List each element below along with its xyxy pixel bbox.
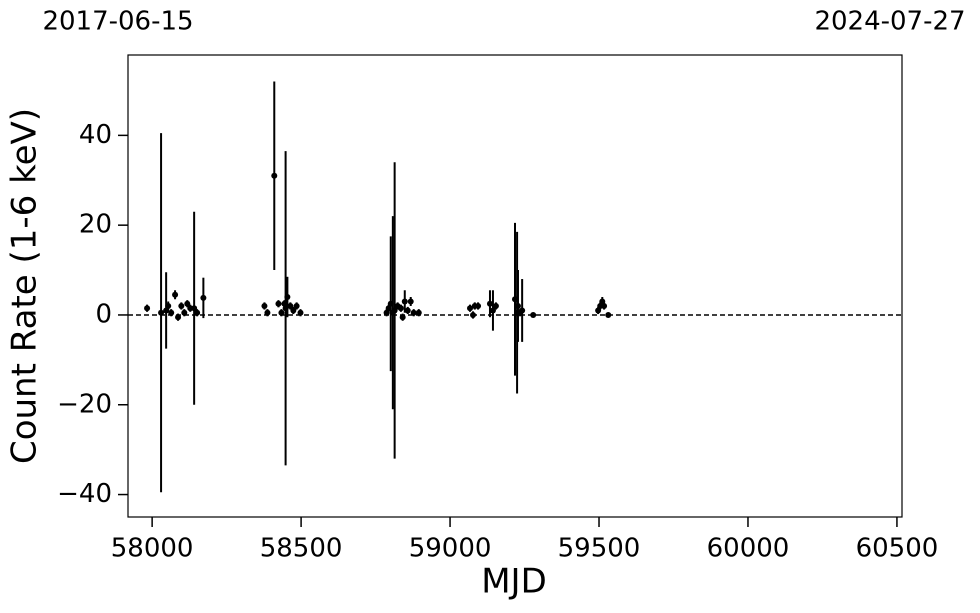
x-tick-label: 59000 — [409, 534, 492, 564]
data-point — [175, 314, 182, 321]
data-point — [144, 305, 151, 312]
data-point — [172, 291, 179, 298]
data-point — [191, 305, 198, 312]
data-point — [415, 309, 422, 316]
y-tick-label: −20 — [57, 389, 112, 419]
data-point — [467, 305, 474, 312]
data-point — [492, 302, 499, 309]
y-tick-label: −40 — [57, 479, 112, 509]
x-axis-label: MJD — [481, 562, 547, 602]
y-tick-label: 20 — [79, 210, 112, 240]
data-point — [261, 302, 268, 309]
data-point — [530, 311, 537, 318]
data-point — [184, 300, 191, 307]
data-point — [158, 309, 165, 316]
data-point — [404, 307, 411, 314]
data-point — [275, 300, 282, 307]
data-point — [284, 294, 291, 300]
data-point — [399, 314, 406, 321]
data-point — [410, 309, 417, 316]
data-point — [200, 294, 207, 301]
data-point — [407, 298, 414, 305]
top-date-right: 2024-07-27 — [814, 7, 965, 37]
data-point — [489, 307, 496, 314]
data-point — [165, 302, 172, 309]
data-point — [278, 309, 285, 316]
data-point — [293, 302, 300, 309]
data-point — [391, 307, 398, 314]
data-point — [605, 311, 612, 318]
data-point — [181, 309, 188, 316]
data-point — [601, 302, 608, 309]
data-point — [287, 302, 294, 309]
y-axis-label: Count Rate (1-6 keV) — [5, 108, 45, 464]
data-point — [264, 309, 271, 316]
x-tick-label: 58500 — [260, 534, 343, 564]
data-point — [475, 302, 482, 309]
data-point — [514, 302, 521, 309]
y-tick-label: 40 — [79, 120, 112, 150]
data-point — [469, 311, 476, 318]
data-point — [519, 307, 526, 314]
data-point — [178, 302, 185, 309]
x-tick-label: 58000 — [111, 534, 194, 564]
x-tick-label: 60000 — [707, 534, 790, 564]
x-tick-label: 60500 — [856, 534, 939, 564]
data-point — [486, 300, 493, 307]
x-tick-label: 59500 — [558, 534, 641, 564]
data-point — [401, 298, 408, 305]
data-point — [290, 307, 297, 314]
data-point — [297, 309, 304, 316]
y-tick-label: 0 — [95, 299, 112, 329]
data-point — [168, 309, 175, 316]
top-date-left: 2017-06-15 — [42, 7, 193, 37]
data-point — [397, 305, 404, 312]
data-point — [271, 172, 278, 179]
plot-frame — [127, 54, 903, 518]
data-point — [194, 309, 201, 316]
